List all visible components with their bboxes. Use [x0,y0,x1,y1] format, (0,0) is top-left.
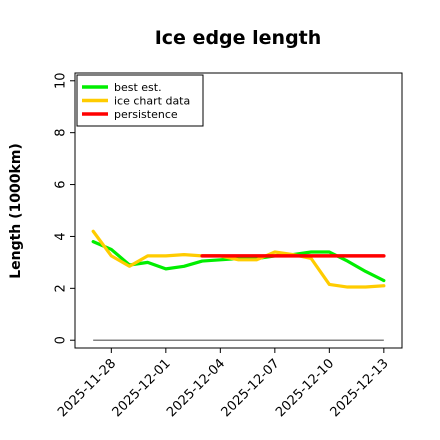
y-axis-label: Length (1000km) [8,143,24,279]
legend-label: ice chart data [114,95,190,108]
series-line-ice-chart-data [91,229,386,289]
plot-frame [74,72,403,349]
y-tick-label: 2 [54,284,69,292]
x-axis: 2025-11-282025-12-012025-12-042025-12-07… [55,348,392,420]
chart-title: Ice edge length [155,27,322,49]
y-tick-label: 4 [54,232,69,240]
y-axis: 0 2 4 6 8 10 [54,73,75,344]
y-tick-label: 6 [54,180,69,188]
series-layer [91,229,386,341]
y-tick-label: 8 [54,129,69,137]
legend-label: best est. [114,81,162,94]
x-tick-label: 2025-12-13 [328,356,392,420]
y-tick-label: 10 [54,73,69,90]
legend-label: persistence [114,108,178,121]
y-tick-label: 0 [54,336,69,344]
